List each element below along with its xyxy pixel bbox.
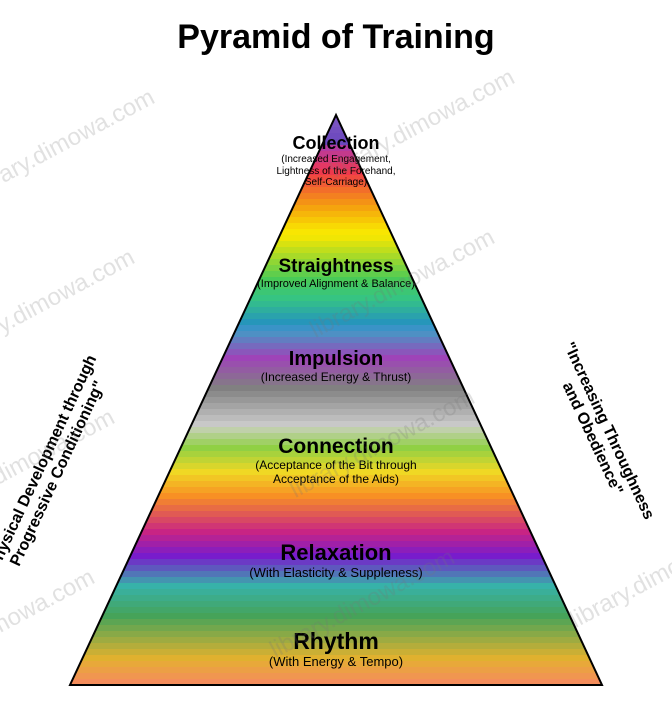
pyramid-band bbox=[0, 607, 672, 614]
pyramid-band bbox=[0, 133, 672, 140]
pyramid-band bbox=[0, 151, 672, 158]
pyramid-band bbox=[0, 601, 672, 608]
pyramid-band bbox=[0, 235, 672, 242]
pyramid-band bbox=[0, 457, 672, 464]
pyramid-band bbox=[0, 283, 672, 290]
pyramid-band bbox=[0, 253, 672, 260]
pyramid-band bbox=[0, 301, 672, 308]
pyramid-band bbox=[0, 481, 672, 488]
pyramid-band bbox=[0, 523, 672, 530]
pyramid-band bbox=[0, 541, 672, 548]
pyramid-band bbox=[0, 631, 672, 638]
pyramid-band bbox=[0, 217, 672, 224]
pyramid-band bbox=[0, 469, 672, 476]
pyramid-band bbox=[0, 439, 672, 446]
pyramid-band bbox=[0, 655, 672, 662]
pyramid-band bbox=[0, 487, 672, 494]
pyramid-band bbox=[0, 187, 672, 194]
pyramid-band bbox=[0, 589, 672, 596]
pyramid-band bbox=[0, 193, 672, 200]
pyramid-band bbox=[0, 451, 672, 458]
pyramid-band bbox=[0, 277, 672, 284]
pyramid-band bbox=[0, 511, 672, 518]
pyramid-band bbox=[0, 565, 672, 572]
pyramid-band bbox=[0, 319, 672, 326]
pyramid-band bbox=[0, 259, 672, 266]
pyramid-band bbox=[0, 475, 672, 482]
pyramid-band bbox=[0, 175, 672, 182]
pyramid-band bbox=[0, 625, 672, 632]
pyramid-band bbox=[0, 157, 672, 164]
pyramid-band bbox=[0, 145, 672, 152]
pyramid-band bbox=[0, 667, 672, 674]
pyramid-band bbox=[0, 661, 672, 668]
pyramid-band bbox=[0, 289, 672, 296]
pyramid-band bbox=[0, 241, 672, 248]
pyramid-band bbox=[0, 571, 672, 578]
pyramid-band bbox=[0, 505, 672, 512]
pyramid-band bbox=[0, 583, 672, 590]
pyramid-band bbox=[0, 121, 672, 128]
pyramid-band bbox=[0, 577, 672, 584]
pyramid-band bbox=[0, 169, 672, 176]
pyramid-band bbox=[0, 643, 672, 650]
pyramid-band bbox=[0, 427, 672, 434]
pyramid-band bbox=[0, 433, 672, 440]
pyramid-band bbox=[0, 265, 672, 272]
pyramid-band bbox=[0, 295, 672, 302]
pyramid-band bbox=[0, 673, 672, 680]
pyramid-band bbox=[0, 163, 672, 170]
pyramid-band bbox=[0, 553, 672, 560]
pyramid-band bbox=[0, 247, 672, 254]
pyramid-band bbox=[0, 637, 672, 644]
pyramid-band bbox=[0, 271, 672, 278]
pyramid-band bbox=[0, 529, 672, 536]
pyramid-band bbox=[0, 313, 672, 320]
pyramid-band bbox=[0, 463, 672, 470]
pyramid-band bbox=[0, 181, 672, 188]
pyramid-band bbox=[0, 499, 672, 506]
pyramid-band bbox=[0, 199, 672, 206]
pyramid-band bbox=[0, 445, 672, 452]
pyramid-band bbox=[0, 229, 672, 236]
pyramid-band bbox=[0, 649, 672, 656]
pyramid-band bbox=[0, 547, 672, 554]
pyramid-band bbox=[0, 127, 672, 134]
pyramid-band bbox=[0, 331, 672, 338]
pyramid-band bbox=[0, 307, 672, 314]
pyramid-band bbox=[0, 211, 672, 218]
pyramid-band bbox=[0, 205, 672, 212]
pyramid-band bbox=[0, 421, 672, 428]
pyramid-band bbox=[0, 517, 672, 524]
pyramid-band bbox=[0, 139, 672, 146]
pyramid-band bbox=[0, 325, 672, 332]
pyramid-band bbox=[0, 493, 672, 500]
pyramid-band bbox=[0, 535, 672, 542]
pyramid-band bbox=[0, 223, 672, 230]
pyramid-band bbox=[0, 559, 672, 566]
pyramid-band bbox=[0, 595, 672, 602]
